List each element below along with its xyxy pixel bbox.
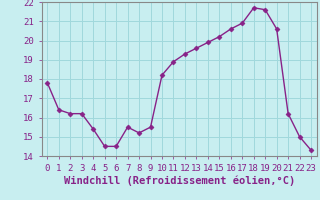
X-axis label: Windchill (Refroidissement éolien,°C): Windchill (Refroidissement éolien,°C) — [64, 175, 295, 186]
